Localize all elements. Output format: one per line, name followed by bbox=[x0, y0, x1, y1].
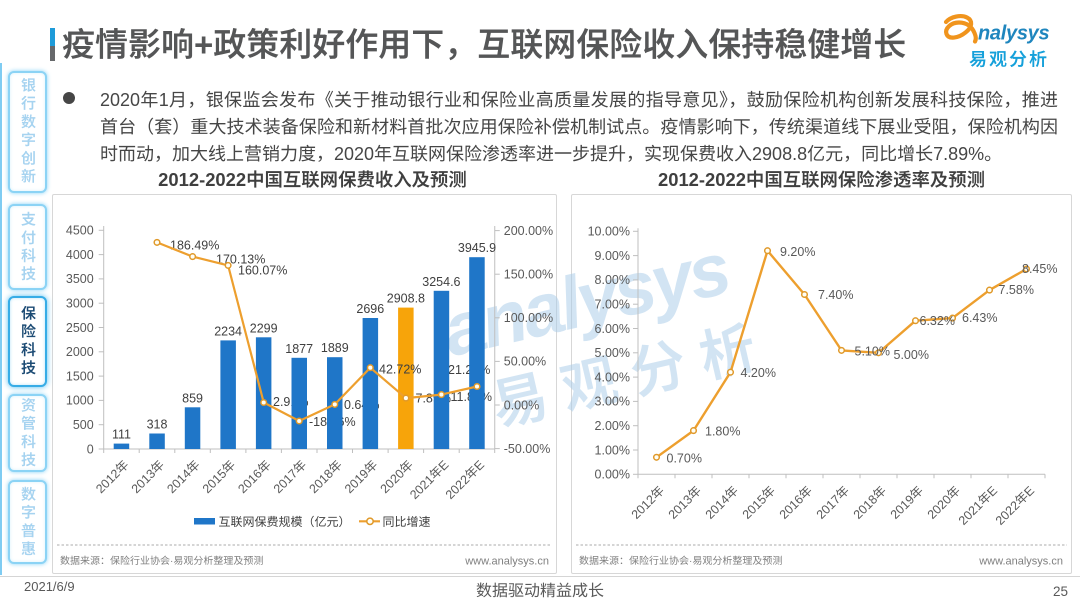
svg-text:6.43%: 6.43% bbox=[962, 311, 997, 325]
svg-text:1000: 1000 bbox=[66, 394, 94, 408]
svg-text:易观分析: 易观分析 bbox=[969, 50, 1049, 70]
svg-text:www.analysys.cn: www.analysys.cn bbox=[978, 556, 1063, 568]
svg-text:2014年: 2014年 bbox=[164, 458, 202, 496]
svg-text:8.45%: 8.45% bbox=[1022, 262, 1057, 276]
svg-text:2013年: 2013年 bbox=[129, 458, 167, 496]
svg-text:6.00%: 6.00% bbox=[595, 322, 630, 336]
svg-text:4.20%: 4.20% bbox=[741, 366, 776, 380]
svg-text:1.00%: 1.00% bbox=[595, 443, 630, 457]
svg-text:互联网保费规模（亿元）: 互联网保费规模（亿元） bbox=[219, 515, 351, 529]
svg-text:2022年E: 2022年E bbox=[993, 484, 1037, 528]
svg-text:2.00%: 2.00% bbox=[595, 419, 630, 433]
svg-text:2016年: 2016年 bbox=[235, 458, 273, 496]
svg-text:nalysys: nalysys bbox=[978, 23, 1049, 45]
svg-text:5.10%: 5.10% bbox=[855, 345, 890, 359]
svg-text:3000: 3000 bbox=[66, 297, 94, 311]
svg-text:42.72%: 42.72% bbox=[379, 362, 421, 376]
svg-text:1877: 1877 bbox=[285, 342, 313, 356]
svg-text:2299: 2299 bbox=[250, 321, 278, 335]
svg-text:2696: 2696 bbox=[356, 302, 384, 316]
svg-text:9.00%: 9.00% bbox=[595, 249, 630, 263]
svg-text:7.40%: 7.40% bbox=[818, 288, 853, 302]
svg-text:859: 859 bbox=[182, 391, 203, 405]
svg-text:8.00%: 8.00% bbox=[595, 273, 630, 287]
svg-text:0.70%: 0.70% bbox=[667, 451, 702, 465]
svg-text:7.00%: 7.00% bbox=[595, 298, 630, 312]
svg-text:111: 111 bbox=[112, 428, 131, 442]
svg-text:2015年: 2015年 bbox=[740, 484, 778, 522]
svg-text:2017年: 2017年 bbox=[814, 484, 852, 522]
svg-text:2234: 2234 bbox=[214, 324, 242, 338]
svg-text:150.00%: 150.00% bbox=[504, 268, 553, 282]
svg-text:2012年: 2012年 bbox=[629, 484, 667, 522]
svg-text:318: 318 bbox=[147, 418, 168, 432]
svg-text:2019年: 2019年 bbox=[888, 484, 926, 522]
svg-text:3.00%: 3.00% bbox=[595, 395, 630, 409]
svg-text:500: 500 bbox=[73, 418, 94, 432]
svg-text:100.00%: 100.00% bbox=[504, 311, 553, 325]
svg-text:9.20%: 9.20% bbox=[780, 245, 815, 259]
svg-text:3254.6: 3254.6 bbox=[422, 275, 460, 289]
svg-text:0: 0 bbox=[87, 442, 94, 456]
svg-text:3500: 3500 bbox=[66, 272, 94, 286]
svg-text:2018年: 2018年 bbox=[851, 484, 889, 522]
svg-text:2017年: 2017年 bbox=[271, 458, 309, 496]
svg-text:5.00%: 5.00% bbox=[894, 348, 929, 362]
svg-text:数据来源：保险行业协会·易观分析整理及预测: 数据来源：保险行业协会·易观分析整理及预测 bbox=[60, 555, 263, 567]
svg-text:3945.9: 3945.9 bbox=[458, 241, 496, 255]
svg-text:200.00%: 200.00% bbox=[504, 224, 553, 238]
svg-text:数据来源：保险行业协会·易观分析整理及预测: 数据来源：保险行业协会·易观分析整理及预测 bbox=[579, 555, 782, 567]
svg-text:2016年: 2016年 bbox=[777, 484, 815, 522]
svg-text:-50.00%: -50.00% bbox=[504, 442, 551, 456]
svg-text:10.00%: 10.00% bbox=[588, 225, 630, 239]
svg-text:2013年: 2013年 bbox=[666, 484, 704, 522]
svg-text:6.32%: 6.32% bbox=[920, 314, 955, 328]
svg-text:4000: 4000 bbox=[66, 248, 94, 262]
svg-text:2018年: 2018年 bbox=[307, 458, 345, 496]
svg-text:4500: 4500 bbox=[66, 224, 94, 238]
svg-text:0.00%: 0.00% bbox=[504, 398, 539, 412]
svg-text:2015年: 2015年 bbox=[200, 458, 238, 496]
svg-text:同比增速: 同比增速 bbox=[383, 515, 431, 529]
svg-text:186.49%: 186.49% bbox=[170, 238, 219, 252]
svg-text:2908.8: 2908.8 bbox=[387, 292, 425, 306]
svg-text:2500: 2500 bbox=[66, 321, 94, 335]
svg-text:4.00%: 4.00% bbox=[595, 370, 630, 384]
svg-text:www.analysys.cn: www.analysys.cn bbox=[464, 556, 549, 568]
svg-text:1.80%: 1.80% bbox=[705, 425, 740, 439]
svg-text:2000: 2000 bbox=[66, 345, 94, 359]
svg-text:2012年: 2012年 bbox=[93, 458, 131, 496]
svg-text:2014年: 2014年 bbox=[703, 484, 741, 522]
svg-text:5.00%: 5.00% bbox=[595, 346, 630, 360]
svg-text:1889: 1889 bbox=[321, 341, 349, 355]
svg-text:7.58%: 7.58% bbox=[999, 283, 1034, 297]
svg-text:1500: 1500 bbox=[66, 369, 94, 383]
svg-text:160.07%: 160.07% bbox=[238, 263, 287, 277]
svg-text:2019年: 2019年 bbox=[342, 458, 380, 496]
svg-text:2021年E: 2021年E bbox=[956, 484, 1000, 528]
svg-text:0.00%: 0.00% bbox=[595, 468, 630, 482]
svg-text:2022年E: 2022年E bbox=[443, 458, 487, 502]
svg-text:50.00%: 50.00% bbox=[504, 355, 546, 369]
